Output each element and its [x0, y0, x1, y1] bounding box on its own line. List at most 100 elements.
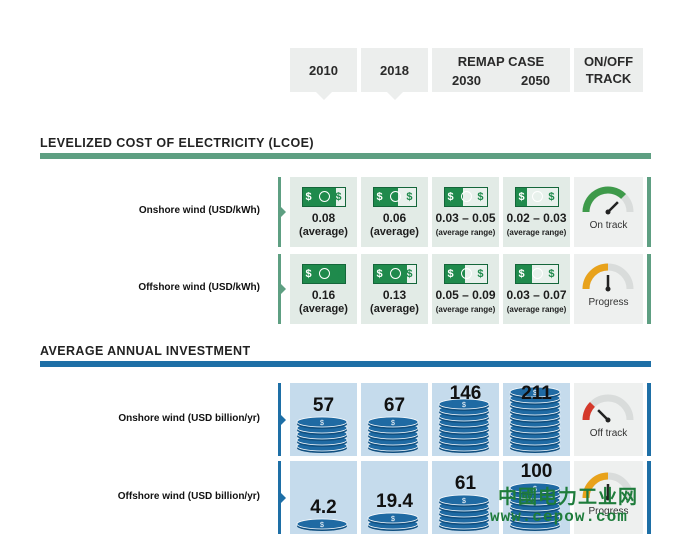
- track-status-cell: Progress: [574, 461, 643, 534]
- track-status-cell: Off track: [574, 383, 643, 456]
- row-end-marker: [647, 383, 651, 456]
- row-end-marker: [647, 177, 651, 247]
- svg-text:$: $: [533, 486, 537, 493]
- lcoe-value: 0.03 – 0.05: [435, 211, 496, 225]
- lcoe-note: (average range): [435, 228, 496, 237]
- row-arrow-icon: [281, 414, 286, 425]
- lcoe-section-title: LEVELIZED COST OF ELECTRICITY (LCOE): [40, 136, 314, 150]
- lcoe-value: 0.13: [382, 288, 407, 302]
- lcoe-cell: $ $ 0.08 (average): [290, 177, 357, 247]
- lcoe-cell: $ $ 0.02 – 0.03 (average range): [503, 177, 570, 247]
- dollar-bill-icon: $ $: [514, 264, 559, 284]
- gauge-icon: [578, 186, 638, 221]
- svg-text:$: $: [391, 420, 395, 427]
- row-start-marker: [278, 177, 286, 247]
- investment-cell: $146: [432, 383, 499, 456]
- row-label: Onshore wind (USD billion/yr): [118, 412, 260, 424]
- header-2010: 2010: [290, 48, 357, 100]
- svg-text:$: $: [320, 522, 324, 529]
- lcoe-note: (average): [299, 303, 348, 315]
- lcoe-value: 0.02 – 0.03: [506, 211, 567, 225]
- row-end-marker: [647, 461, 651, 534]
- lcoe-cell: $ $ 0.05 – 0.09 (average range): [432, 254, 499, 324]
- dollar-bill-icon: $ $: [301, 264, 346, 284]
- row-arrow-icon: [281, 284, 286, 294]
- lcoe-note: (average): [370, 226, 419, 238]
- investment-cell: $100: [503, 461, 570, 534]
- lcoe-note: (average): [370, 303, 419, 315]
- header-on-off-track: ON/OFF TRACK: [574, 48, 643, 92]
- row-start-marker: [278, 383, 286, 456]
- lcoe-value: 0.16: [311, 288, 336, 302]
- row-arrow-icon: [281, 207, 286, 217]
- track-status-cell: Progress: [574, 254, 643, 324]
- investment-cell: $57: [290, 383, 357, 456]
- header-onoff-line1: ON/OFF: [583, 54, 634, 69]
- dollar-bill-icon: $ $: [372, 187, 417, 207]
- header-remap-case: REMAP CASE 2030 2050: [432, 48, 570, 92]
- lcoe-cell: $ $ 0.13 (average): [361, 254, 428, 324]
- investment-section-rule: [40, 361, 651, 367]
- investment-section-title: AVERAGE ANNUAL INVESTMENT: [40, 344, 251, 358]
- coin-stack-icon: $: [438, 494, 490, 531]
- svg-text:$: $: [391, 516, 395, 523]
- track-status-label: Progress: [588, 505, 629, 517]
- coin-stack-icon: $: [296, 518, 348, 531]
- dollar-bill-icon: $ $: [443, 264, 488, 284]
- coin-stack-icon: $: [367, 416, 419, 453]
- lcoe-note: (average range): [506, 228, 567, 237]
- investment-value: 19.4: [376, 491, 413, 512]
- row-label: Onshore wind (USD/kWh): [138, 205, 260, 216]
- row-arrow-icon: [281, 492, 286, 503]
- lcoe-note: (average range): [506, 305, 567, 314]
- header-onoff-line2: TRACK: [585, 71, 632, 86]
- coin-stack-icon: $: [509, 482, 561, 531]
- lcoe-value: 0.05 – 0.09: [435, 288, 496, 302]
- header-2010-label: 2010: [309, 63, 338, 78]
- investment-value: 4.2: [310, 497, 337, 518]
- investment-cell: $19.4: [361, 461, 428, 534]
- investment-cell: $61: [432, 461, 499, 534]
- lcoe-value: 0.08: [311, 211, 336, 225]
- dollar-bill-icon: $ $: [514, 187, 559, 207]
- header-2018-label: 2018: [380, 63, 409, 78]
- lcoe-cell: $ $ 0.06 (average): [361, 177, 428, 247]
- gauge-icon: [578, 472, 638, 507]
- investment-cell: $211: [503, 383, 570, 456]
- gauge-icon: [578, 394, 638, 429]
- svg-text:$: $: [462, 402, 466, 409]
- coin-stack-icon: $: [438, 398, 490, 453]
- track-status-label: Progress: [588, 297, 629, 308]
- header-2030-label: 2030: [452, 73, 481, 88]
- lcoe-cell: $ $ 0.03 – 0.07 (average range): [503, 254, 570, 324]
- lcoe-note: (average range): [435, 305, 496, 314]
- row-end-marker: [647, 254, 651, 324]
- coin-stack-icon: $: [509, 386, 561, 453]
- lcoe-section-rule: [40, 153, 651, 159]
- row-start-marker: [278, 254, 286, 324]
- svg-text:$: $: [533, 390, 537, 397]
- track-status-label: On track: [589, 220, 628, 231]
- row-start-marker: [278, 461, 286, 534]
- header-2018: 2018: [361, 48, 428, 100]
- row-label: Offshore wind (USD/kWh): [138, 282, 260, 293]
- lcoe-cell: $ $ 0.03 – 0.05 (average range): [432, 177, 499, 247]
- header-2050-label: 2050: [521, 73, 550, 88]
- investment-cell: $4.2: [290, 461, 357, 534]
- investment-value: 211: [521, 383, 552, 404]
- investment-value: 67: [383, 395, 406, 416]
- coin-stack-icon: $: [296, 416, 348, 453]
- track-status-label: Off track: [589, 427, 628, 439]
- lcoe-value: 0.03 – 0.07: [506, 288, 567, 302]
- investment-value: 146: [449, 383, 482, 404]
- investment-cell: $67: [361, 383, 428, 456]
- header-2018-notch: [385, 91, 404, 100]
- watermark-url: www.cepow.com: [490, 508, 628, 526]
- investment-value: 57: [312, 395, 335, 416]
- dollar-bill-icon: $ $: [301, 187, 346, 207]
- watermark-title: 中國电力工业网: [498, 486, 639, 508]
- track-status-cell: On track: [574, 177, 643, 247]
- svg-text:$: $: [462, 498, 466, 505]
- dollar-bill-icon: $ $: [372, 264, 417, 284]
- lcoe-note: (average): [299, 226, 348, 238]
